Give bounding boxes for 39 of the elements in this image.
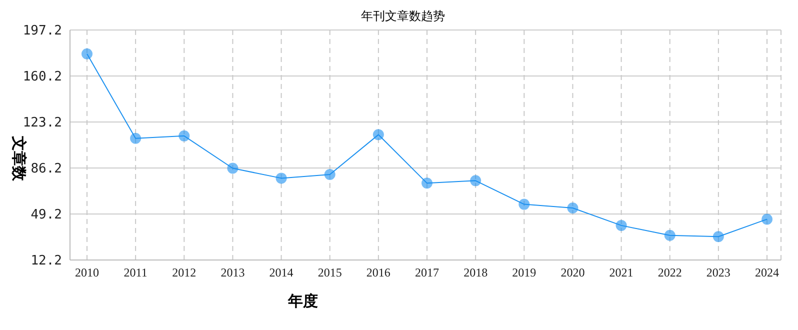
point — [130, 132, 142, 144]
y-tick-label: 123.2 — [22, 116, 62, 131]
x-tick-label: 2014 — [269, 266, 294, 280]
x-tick-label: 2010 — [75, 266, 99, 280]
x-tick-label: 2020 — [560, 266, 585, 280]
x-axis-title: 年度 — [288, 292, 318, 311]
y-tick-label: 160.2 — [22, 70, 62, 85]
point — [227, 162, 238, 174]
point — [762, 214, 772, 225]
y-tick-label: 86.2 — [30, 162, 62, 177]
x-tick-label: 2015 — [318, 266, 342, 280]
x-tick-label: 2012 — [172, 266, 196, 280]
point — [372, 129, 384, 140]
point — [422, 178, 432, 189]
y-tick-label: 49.2 — [30, 208, 62, 223]
y-tick-label: 12.2 — [30, 254, 62, 269]
point — [567, 202, 578, 214]
x-tick-label: 2024 — [755, 266, 779, 280]
chart-title: 年刊文章数趋势 — [360, 8, 446, 25]
x-tick-label: 2021 — [609, 266, 634, 280]
point — [276, 172, 287, 184]
x-tick-label: 2017 — [415, 266, 439, 280]
y-axis-title: 文章数 — [8, 136, 28, 180]
point — [470, 175, 482, 186]
x-tick-label: 2019 — [512, 266, 536, 280]
x-tick-label: 2022 — [658, 266, 682, 280]
point — [664, 230, 676, 241]
x-tick-label: 2013 — [220, 266, 245, 280]
x-tick-label: 2023 — [706, 266, 730, 280]
point — [616, 220, 627, 231]
point — [82, 48, 92, 60]
point — [178, 130, 190, 142]
x-tick-label: 2018 — [464, 266, 488, 280]
point — [324, 168, 336, 180]
point — [518, 198, 530, 210]
point — [712, 231, 724, 242]
x-tick-label: 2011 — [124, 266, 148, 280]
x-tick-label: 2016 — [366, 266, 390, 280]
y-tick-label: 197.2 — [22, 24, 62, 39]
